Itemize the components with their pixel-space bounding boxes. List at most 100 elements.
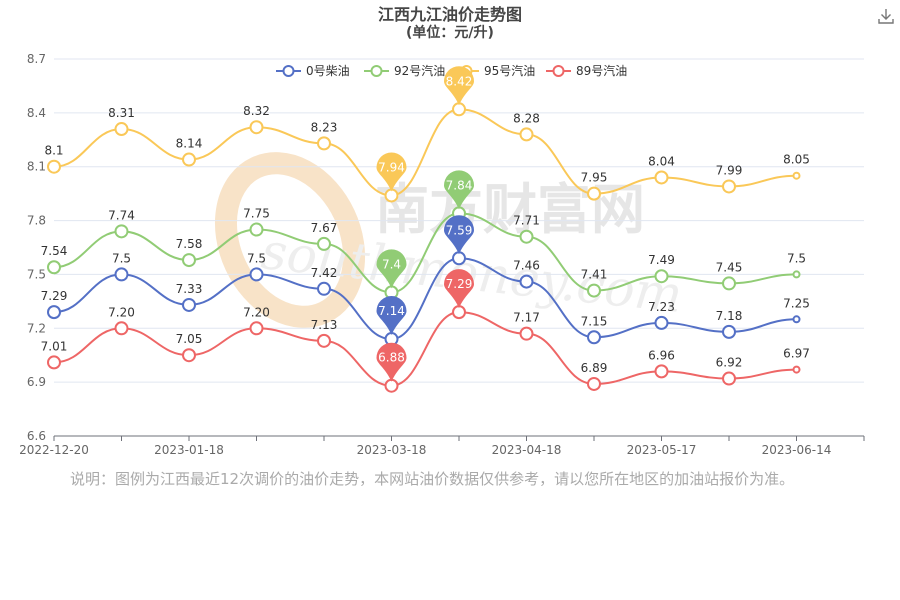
data-point bbox=[587, 283, 601, 298]
data-label: 7.15 bbox=[581, 314, 608, 328]
data-label: 7.5 bbox=[112, 251, 131, 265]
data-point bbox=[722, 179, 736, 194]
x-tick-label: 2022-12-20 bbox=[19, 443, 89, 457]
data-label: 7.42 bbox=[311, 266, 338, 280]
data-label: 7.74 bbox=[108, 208, 135, 222]
axes: 6.6 6.9 7.2 7.5 7.8 8.1 8.4 8.7 2022-12-20 2023-0… bbox=[19, 52, 865, 457]
data-label: 7.45 bbox=[716, 260, 743, 274]
data-label: 7.49 bbox=[648, 253, 675, 267]
legend-label: 89号汽油 bbox=[576, 63, 627, 78]
data-point bbox=[47, 260, 61, 275]
data-label: 7.23 bbox=[648, 300, 675, 314]
data-point bbox=[317, 236, 331, 251]
y-tick-label: 7.5 bbox=[27, 267, 46, 281]
watermark-cn: 南方财富网 bbox=[375, 178, 645, 241]
y-tick-label: 8.4 bbox=[27, 106, 46, 120]
data-label: 7.17 bbox=[513, 311, 540, 325]
data-point bbox=[249, 222, 264, 237]
data-label: 7.54 bbox=[41, 244, 68, 258]
data-label: 7.5 bbox=[247, 251, 266, 265]
markpoint-label: 7.59 bbox=[446, 223, 473, 237]
y-tick-label: 7.8 bbox=[27, 214, 46, 228]
markpoint-label: 7.94 bbox=[378, 160, 405, 174]
data-point bbox=[249, 267, 264, 282]
series-line bbox=[53, 311, 797, 387]
markpoint-label: 6.88 bbox=[378, 351, 405, 365]
x-tick-label: 2023-04-18 bbox=[492, 443, 562, 457]
markpoint-label: 7.29 bbox=[446, 277, 473, 291]
data-point bbox=[47, 159, 61, 174]
data-point bbox=[317, 281, 331, 296]
legend-label: 95号汽油 bbox=[484, 63, 535, 78]
data-label: 8.05 bbox=[783, 153, 810, 167]
data-label: 7.46 bbox=[513, 259, 540, 273]
markpoint-pin bbox=[444, 170, 474, 210]
data-label: 6.89 bbox=[581, 361, 608, 375]
x-tick-label: 2023-05-17 bbox=[627, 443, 697, 457]
legend-marker bbox=[370, 65, 383, 77]
chart-subtitle: (单位：元/升) bbox=[406, 24, 494, 41]
data-label: 6.96 bbox=[648, 348, 675, 362]
data-point bbox=[114, 321, 129, 336]
data-label: 7.75 bbox=[243, 207, 270, 221]
data-label: 8.1 bbox=[44, 144, 63, 158]
data-point bbox=[249, 321, 264, 336]
y-tick-label: 6.9 bbox=[27, 375, 46, 389]
data-point bbox=[722, 324, 736, 339]
data-point bbox=[519, 274, 534, 289]
data-label: 7.67 bbox=[311, 221, 338, 235]
data-point bbox=[317, 136, 331, 151]
data-point bbox=[722, 371, 736, 386]
data-point bbox=[792, 270, 801, 279]
data-point bbox=[519, 229, 534, 244]
data-label: 7.05 bbox=[176, 332, 203, 346]
y-tick-label: 8.7 bbox=[27, 52, 46, 66]
data-label: 7.20 bbox=[243, 305, 270, 319]
data-labels: 7.29 7.5 7.33 7.5 7.42 7.46 7.15 7.23 7.18 7.25 7.… bbox=[41, 104, 810, 375]
data-label: 8.28 bbox=[513, 111, 540, 125]
data-point bbox=[792, 171, 801, 180]
footnote: 说明：图例为江西最近12次调价的油价走势，本网站油价数据仅供参考，请以您所在地区… bbox=[70, 470, 795, 488]
markpoint-label: 7.84 bbox=[446, 178, 473, 192]
watermark-swoosh bbox=[214, 152, 366, 328]
data-label: 7.71 bbox=[513, 214, 540, 228]
markpoint-pin bbox=[376, 342, 407, 382]
data-point bbox=[654, 364, 669, 379]
chart-title: 江西九江油价走势图 bbox=[378, 5, 522, 24]
x-tick-label: 2023-06-14 bbox=[762, 443, 832, 457]
data-label: 8.04 bbox=[648, 154, 675, 168]
download-icon[interactable] bbox=[876, 6, 896, 26]
markpoint-pin bbox=[444, 215, 474, 255]
legend-marker bbox=[552, 65, 565, 77]
markpoint-pins: 7.14 7.59 7.4 7.84 7.94 8.42 6.88 7.29 bbox=[376, 66, 474, 382]
data-point bbox=[722, 276, 736, 291]
x-tick-label: 2023-01-18 bbox=[154, 443, 224, 457]
data-label: 7.33 bbox=[176, 282, 203, 296]
data-point bbox=[114, 267, 129, 282]
data-point bbox=[182, 152, 196, 167]
markpoint-label: 8.42 bbox=[446, 74, 473, 88]
data-label: 7.41 bbox=[581, 268, 608, 282]
data-label: 7.20 bbox=[108, 305, 135, 319]
markpoint-pin bbox=[444, 269, 474, 309]
markpoint-pin bbox=[376, 296, 407, 336]
data-label: 7.25 bbox=[783, 296, 810, 310]
series-lines bbox=[47, 102, 801, 393]
data-label: 7.95 bbox=[581, 171, 608, 185]
data-label: 7.29 bbox=[41, 289, 68, 303]
legend-marker bbox=[282, 65, 295, 77]
legend-label: 92号汽油 bbox=[394, 63, 445, 78]
markpoint-label: 7.4 bbox=[382, 257, 401, 271]
data-label: 7.18 bbox=[716, 309, 743, 323]
data-point bbox=[654, 170, 669, 185]
data-point bbox=[114, 224, 129, 239]
data-point bbox=[654, 315, 669, 330]
data-point bbox=[654, 269, 669, 284]
data-point bbox=[587, 186, 601, 201]
data-point bbox=[587, 330, 601, 345]
data-point bbox=[792, 365, 801, 374]
data-point bbox=[519, 127, 534, 142]
data-label: 7.5 bbox=[787, 251, 806, 265]
data-point bbox=[182, 253, 196, 268]
y-tick-label: 6.6 bbox=[27, 429, 46, 443]
